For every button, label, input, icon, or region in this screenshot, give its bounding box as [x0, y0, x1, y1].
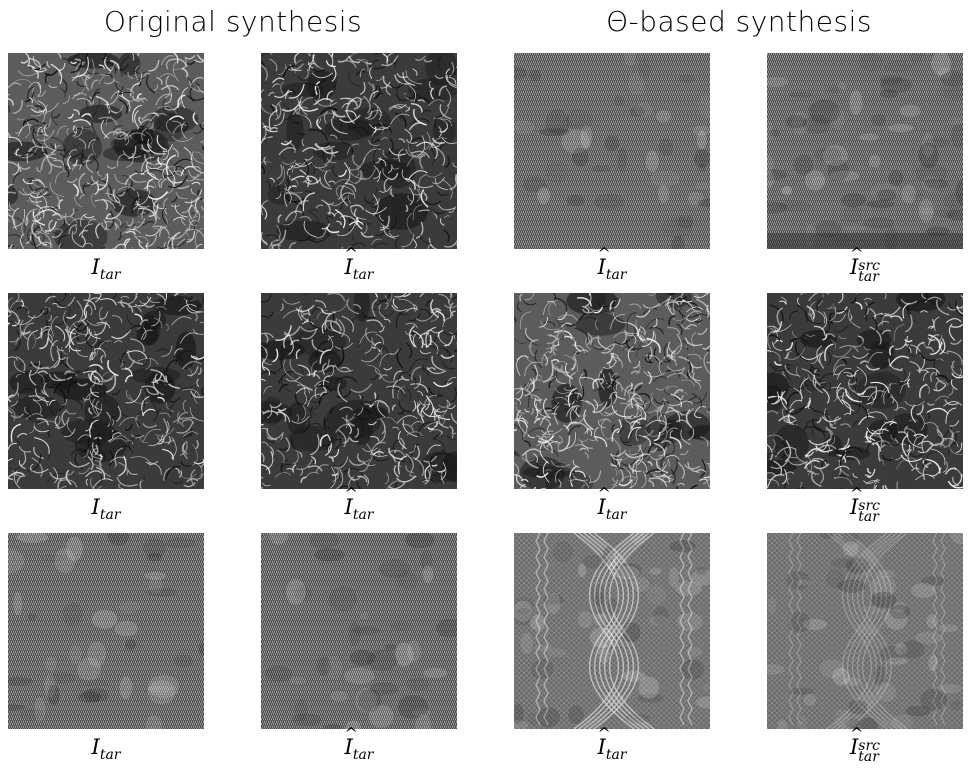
cable-knit-icon — [514, 533, 710, 729]
caption-r1-c4: I ^ src tar — [849, 244, 880, 285]
texture-tile-r3-c4 — [767, 533, 963, 729]
caption-r2-c4: I ^ src tar — [849, 484, 880, 525]
texture-tile-r3-c2 — [261, 533, 457, 729]
knit-stitch-icon — [261, 533, 457, 729]
texture-tile-r1-c3 — [514, 53, 710, 249]
texture-tile-r1-c2 — [261, 53, 457, 249]
caption-r2-c1: Itar — [91, 495, 121, 523]
knit-stitch-icon — [514, 53, 710, 249]
texture-tile-r2-c2 — [261, 293, 457, 489]
fluffy-fibers-icon — [8, 293, 204, 489]
caption-r3-c3: I ^ tar — [597, 724, 627, 763]
knit-stitch-icon — [8, 533, 204, 729]
fluffy-fibers-icon — [514, 293, 710, 489]
heading-original-synthesis: Original synthesis — [103, 5, 363, 38]
texture-tile-r3-c3 — [514, 533, 710, 729]
cable-knit-icon — [767, 533, 963, 729]
caption-r2-c2: I ^ tar — [344, 484, 374, 523]
heading-theta-based-synthesis: Θ-based synthesis — [606, 5, 872, 38]
fluffy-fibers-icon — [767, 293, 963, 489]
knit-stitch-icon — [767, 53, 963, 249]
caption-r3-c4: I ^ src tar — [849, 724, 880, 765]
texture-tile-r2-c1 — [8, 293, 204, 489]
fluffy-fibers-icon — [261, 293, 457, 489]
caption-r1-c1: Itar — [91, 255, 121, 283]
texture-tile-r2-c4 — [767, 293, 963, 489]
texture-tile-r3-c1 — [8, 533, 204, 729]
texture-tile-r1-c1 — [8, 53, 204, 249]
caption-r3-c2: I ^ tar — [344, 724, 374, 763]
caption-r3-c1: Itar — [91, 735, 121, 763]
fluffy-fibers-icon — [8, 53, 204, 249]
texture-tile-r1-c4 — [767, 53, 963, 249]
caption-r1-c3: I ^ tar — [597, 244, 627, 283]
caption-r2-c3: I ^ tar — [597, 484, 627, 523]
caption-r1-c2: I ^ tar — [344, 244, 374, 283]
fluffy-fibers-icon — [261, 53, 457, 249]
texture-tile-r2-c3 — [514, 293, 710, 489]
